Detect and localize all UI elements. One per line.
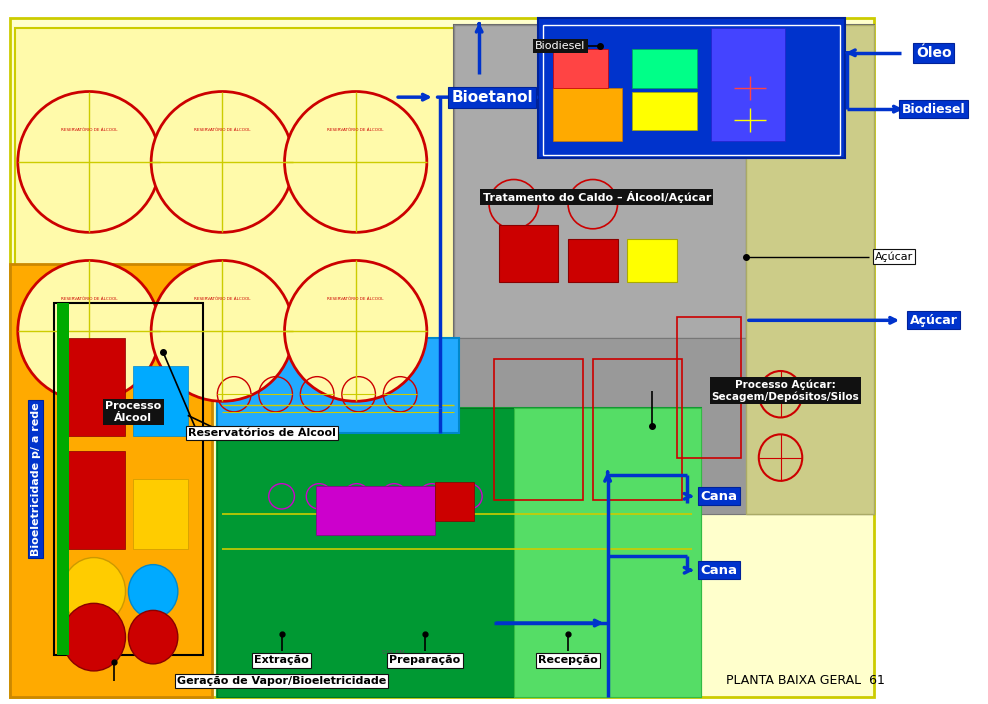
Text: Processo
Álcool: Processo Álcool — [106, 401, 161, 422]
Bar — [499, 225, 558, 282]
Text: RESERVATÓRIO DE ÁLCOOL: RESERVATÓRIO DE ÁLCOOL — [194, 297, 251, 301]
Bar — [632, 49, 697, 88]
Ellipse shape — [151, 92, 293, 232]
Ellipse shape — [151, 260, 293, 401]
Text: Cana: Cana — [700, 564, 738, 577]
Bar — [514, 408, 701, 697]
Bar — [746, 25, 874, 514]
Bar — [538, 18, 845, 158]
Ellipse shape — [18, 260, 160, 401]
Ellipse shape — [285, 92, 427, 232]
Bar — [61, 338, 125, 436]
Text: Cana: Cana — [700, 490, 738, 503]
Text: STA EM: STA EM — [381, 650, 405, 655]
Ellipse shape — [128, 610, 178, 664]
Bar — [217, 408, 514, 697]
Text: Bioeletricidade p/ a rede: Bioeletricidade p/ a rede — [31, 402, 41, 555]
Text: RESERVATÓRIO DE ÁLCOOL: RESERVATÓRIO DE ÁLCOOL — [327, 128, 384, 132]
Bar — [133, 479, 188, 549]
Text: Geração de Vapor/Bioeletricidade: Geração de Vapor/Bioeletricidade — [177, 676, 386, 686]
Text: Preparação: Preparação — [389, 655, 460, 665]
Text: PLANTA BAIXA GERAL  61: PLANTA BAIXA GERAL 61 — [726, 674, 884, 687]
Bar — [133, 366, 188, 436]
Bar — [57, 303, 69, 655]
Bar — [10, 264, 212, 697]
Text: Bioetanol: Bioetanol — [452, 89, 533, 105]
Bar — [15, 28, 464, 433]
Text: RESERVATÓRIO DE ÁLCOOL: RESERVATÓRIO DE ÁLCOOL — [60, 297, 118, 301]
Text: Óleo: Óleo — [916, 46, 951, 60]
Text: Açúcar: Açúcar — [910, 314, 957, 327]
Bar — [435, 482, 474, 521]
Bar — [10, 18, 874, 697]
Bar — [632, 92, 697, 130]
Bar — [711, 28, 785, 141]
Text: Recepção: Recepção — [538, 655, 598, 665]
Ellipse shape — [62, 558, 125, 625]
Bar — [454, 25, 874, 514]
Bar — [61, 451, 125, 549]
Text: Processo Açúcar:
Secagem/Depósitos/Silos: Processo Açúcar: Secagem/Depósitos/Silos — [711, 379, 860, 402]
Text: RESERVATÓRIO DE ÁLCOOL: RESERVATÓRIO DE ÁLCOOL — [194, 128, 251, 132]
Text: RESERVATÓRIO DE ÁLCOOL: RESERVATÓRIO DE ÁLCOOL — [60, 128, 118, 132]
Bar — [568, 239, 618, 282]
Bar — [627, 239, 677, 282]
Text: RESERVATÓRIO DE ÁLCOOL: RESERVATÓRIO DE ÁLCOOL — [327, 297, 384, 301]
Ellipse shape — [128, 565, 178, 618]
Text: Tratamento do Caldo – Álcool/Açúcar: Tratamento do Caldo – Álcool/Açúcar — [482, 191, 711, 203]
Bar — [494, 359, 583, 500]
Bar — [677, 317, 741, 458]
Bar — [54, 303, 203, 655]
Ellipse shape — [285, 260, 427, 401]
Text: Biodiesel: Biodiesel — [902, 103, 965, 115]
Bar — [454, 25, 746, 338]
Bar — [553, 49, 608, 88]
Text: Reservatórios de Álcool: Reservatórios de Álcool — [188, 428, 336, 438]
Bar — [217, 338, 459, 433]
Text: Extração: Extração — [254, 655, 309, 665]
Ellipse shape — [62, 603, 125, 671]
Bar — [543, 25, 840, 155]
Bar — [454, 338, 874, 514]
Bar — [553, 88, 622, 141]
Text: Biodiesel: Biodiesel — [535, 41, 585, 51]
Bar — [593, 359, 682, 500]
Bar — [316, 486, 435, 535]
Bar — [217, 408, 701, 697]
Text: Açúcar: Açúcar — [875, 252, 913, 262]
Ellipse shape — [18, 92, 160, 232]
